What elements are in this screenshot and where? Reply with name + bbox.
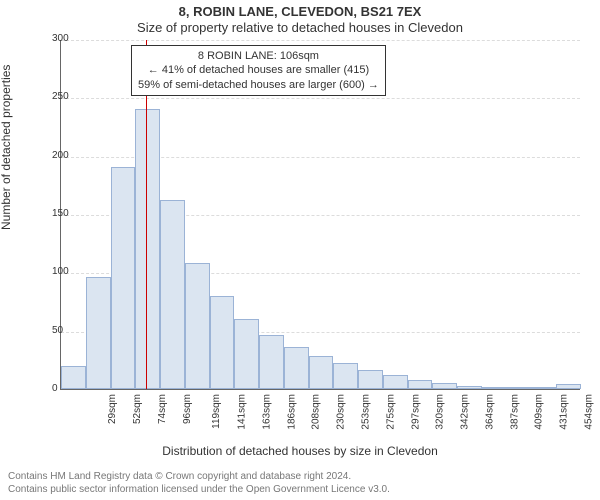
x-tick-label: 29sqm	[107, 394, 118, 424]
x-tick-label: 141sqm	[237, 394, 248, 430]
x-axis-label: Distribution of detached houses by size …	[0, 444, 600, 458]
x-tick-label: 320sqm	[435, 394, 446, 430]
x-tick-label: 387sqm	[509, 394, 520, 430]
annotation-box: 8 ROBIN LANE: 106sqm ← 41% of detached h…	[131, 45, 386, 96]
y-tick-label: 200	[52, 150, 53, 161]
x-tick-label: 454sqm	[583, 394, 594, 430]
x-tick-label: 208sqm	[311, 394, 322, 430]
x-tick-label: 230sqm	[336, 394, 347, 430]
histogram-bar	[358, 370, 383, 389]
histogram-bar	[333, 363, 358, 389]
x-tick-label: 409sqm	[534, 394, 545, 430]
x-tick-label: 186sqm	[286, 394, 297, 430]
y-axis-label: Number of detached properties	[0, 65, 13, 230]
histogram-bar	[210, 296, 235, 389]
y-tick-label: 50	[52, 325, 53, 336]
annotation-line-3: 59% of semi-detached houses are larger (…	[138, 78, 379, 92]
histogram-bar	[234, 319, 259, 389]
x-tick-label: 96sqm	[182, 394, 193, 424]
histogram-bar	[482, 387, 507, 389]
annotation-line-1: 8 ROBIN LANE: 106sqm	[138, 49, 379, 63]
x-tick-label: 52sqm	[132, 394, 143, 424]
y-tick-label: 300	[52, 33, 53, 44]
x-tick-label: 275sqm	[385, 394, 396, 430]
gridline	[61, 40, 580, 41]
histogram-bar	[507, 387, 532, 389]
annotation-line-2: ← 41% of detached houses are smaller (41…	[138, 63, 379, 77]
gridline	[61, 98, 580, 99]
histogram-bar	[86, 277, 111, 389]
histogram-bar	[309, 356, 334, 389]
histogram-bar	[556, 384, 581, 389]
histogram-bar	[284, 347, 309, 389]
histogram-bar	[531, 387, 556, 389]
x-tick-label: 119sqm	[211, 394, 222, 429]
histogram-bar	[160, 200, 185, 389]
histogram-bar	[185, 263, 210, 389]
histogram-bar	[432, 383, 457, 389]
footer-line-2: Contains public sector information licen…	[8, 484, 592, 497]
histogram-bar	[135, 109, 160, 389]
x-tick-label: 163sqm	[262, 394, 273, 430]
plot-area: 05010015020025030029sqm52sqm74sqm96sqm11…	[60, 40, 580, 390]
x-tick-label: 297sqm	[410, 394, 421, 430]
histogram-bar	[61, 366, 86, 389]
x-tick-label: 342sqm	[460, 394, 471, 430]
x-tick-label: 74sqm	[157, 394, 168, 424]
histogram-bar	[457, 386, 482, 390]
histogram-bar	[111, 167, 136, 389]
histogram-bar	[259, 335, 284, 389]
x-tick-label: 431sqm	[559, 394, 570, 430]
chart-subtitle: Size of property relative to detached ho…	[0, 20, 600, 35]
histogram-bar	[383, 375, 408, 389]
footer-attribution: Contains HM Land Registry data © Crown c…	[8, 471, 592, 496]
y-tick-label: 100	[52, 266, 53, 277]
y-tick-label: 150	[52, 208, 53, 219]
x-tick-label: 253sqm	[361, 394, 372, 430]
chart-address-title: 8, ROBIN LANE, CLEVEDON, BS21 7EX	[0, 4, 600, 19]
x-tick-label: 364sqm	[484, 394, 495, 430]
y-tick-label: 0	[52, 383, 53, 394]
histogram-bar	[408, 380, 433, 389]
y-tick-label: 250	[52, 91, 53, 102]
footer-line-1: Contains HM Land Registry data © Crown c…	[8, 471, 592, 484]
